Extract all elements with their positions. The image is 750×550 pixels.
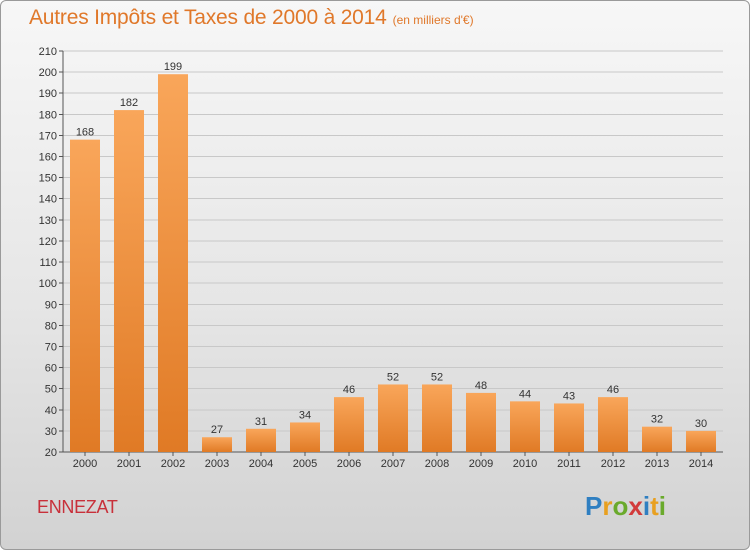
data-label: 199: [164, 61, 182, 73]
data-label: 43: [563, 390, 575, 402]
logo-letter: o: [612, 491, 629, 521]
y-tick-label: 90: [45, 299, 57, 311]
data-label: 46: [607, 384, 619, 396]
y-tick-label: 180: [39, 109, 57, 121]
x-tick-label: 2005: [293, 458, 317, 470]
y-tick-label: 150: [39, 173, 57, 185]
y-tick-label: 80: [45, 320, 57, 332]
bar: [466, 392, 496, 452]
data-label: 182: [120, 97, 138, 109]
x-tick-label: 2003: [205, 458, 229, 470]
bar: [598, 397, 628, 452]
data-label: 32: [651, 414, 663, 426]
commune-name: ENNEZAT: [37, 497, 118, 517]
bar: [686, 430, 716, 452]
data-label: 52: [387, 371, 399, 383]
y-tick-label: 20: [45, 447, 57, 459]
x-tick-label: 2001: [117, 458, 141, 470]
data-label: 168: [76, 127, 94, 139]
y-tick-label: 160: [39, 152, 57, 164]
y-tick-label: 70: [45, 341, 57, 353]
logo-letter: P: [585, 491, 603, 521]
bar: [334, 397, 364, 452]
data-label: 52: [431, 371, 443, 383]
chart-title: Autres Impôts et Taxes de 2000 à 2014: [29, 6, 387, 29]
bar: [422, 384, 452, 452]
data-label: 48: [475, 380, 487, 392]
x-tick-label: 2007: [381, 458, 405, 470]
y-tick-label: 120: [39, 236, 57, 248]
x-tick-label: 2004: [249, 458, 273, 470]
data-label: 27: [211, 424, 223, 436]
x-tick-label: 2000: [73, 458, 97, 470]
bar: [378, 384, 408, 452]
logo-letter: i: [658, 491, 666, 521]
data-label: 44: [519, 388, 531, 400]
data-label: 46: [343, 384, 355, 396]
bar: [554, 403, 584, 452]
bar: [290, 422, 320, 452]
x-tick-label: 2006: [337, 458, 361, 470]
x-tick-label: 2010: [513, 458, 537, 470]
y-tick-label: 210: [39, 46, 57, 58]
bar: [158, 74, 188, 452]
x-tick-label: 2011: [557, 458, 581, 470]
logo-letter: x: [628, 491, 643, 521]
y-tick-label: 40: [45, 405, 57, 417]
y-tick-label: 140: [39, 194, 57, 206]
x-tick-label: 2012: [601, 458, 625, 470]
y-tick-label: 170: [39, 130, 57, 142]
chart-unit: (en milliers d'€): [392, 13, 474, 27]
y-tick-label: 60: [45, 363, 57, 375]
x-tick-label: 2009: [469, 458, 493, 470]
y-tick-label: 190: [39, 88, 57, 100]
bar: [642, 426, 672, 452]
x-tick-label: 2008: [425, 458, 449, 470]
logo-letter: r: [602, 491, 613, 521]
x-tick-label: 2002: [161, 458, 185, 470]
bar: [114, 110, 144, 453]
y-tick-label: 110: [39, 257, 57, 269]
bar: [246, 428, 276, 452]
bar: [70, 139, 100, 453]
x-tick-label: 2013: [645, 458, 669, 470]
data-label: 34: [299, 409, 311, 421]
bar: [510, 401, 540, 452]
y-tick-label: 30: [45, 426, 57, 438]
y-tick-label: 100: [39, 278, 57, 290]
chart-title-block: Autres Impôts et Taxes de 2000 à 2014 (en…: [29, 6, 474, 30]
proxiti-logo: Proxiti: [585, 491, 666, 522]
logo-letter: t: [650, 491, 659, 521]
data-label: 30: [695, 418, 707, 430]
logo-letter: i: [642, 491, 651, 521]
data-label: 31: [255, 416, 267, 428]
bar: [202, 437, 232, 452]
y-tick-label: 200: [39, 67, 57, 79]
y-tick-label: 50: [45, 384, 57, 396]
y-tick-label: 130: [39, 215, 57, 227]
x-tick-label: 2014: [689, 458, 713, 470]
